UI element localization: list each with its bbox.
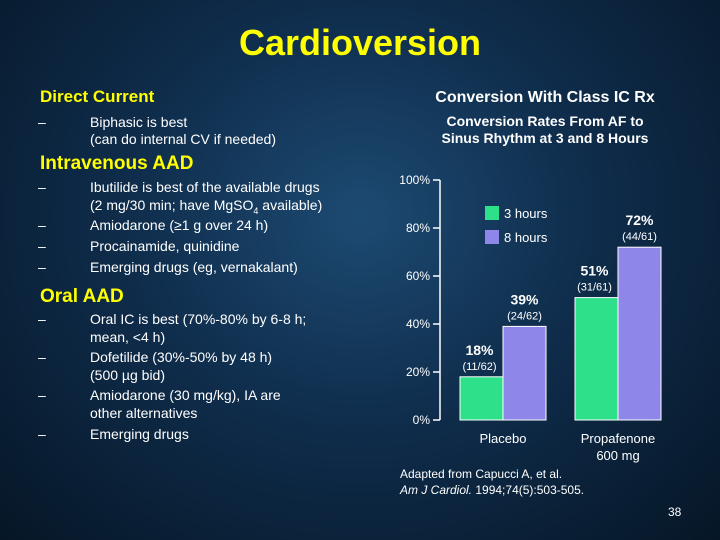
bar-3h <box>459 376 504 421</box>
bar-8h <box>502 325 547 421</box>
intravenous-item1-line2: (2 mg/30 min; have MgSO4 available) <box>90 196 322 220</box>
intravenous-item1-line1: Ibutilide is best of the available drugs <box>90 179 320 195</box>
citation-journal: Am J Cardiol. <box>400 483 473 497</box>
dash-icon: – <box>38 311 46 327</box>
page-number: 38 <box>668 505 682 519</box>
intravenous-item2-text: Amiodarone (≥1 g over 24 h) <box>90 217 269 233</box>
legend-swatch <box>485 230 499 244</box>
y-tick-label: 20% <box>406 365 430 379</box>
intravenous-item3: – Procainamide, quinidine <box>38 237 240 255</box>
y-tick-label: 100% <box>399 173 430 187</box>
oral-item2-line1: Dofetilide (30%-50% by 48 h) <box>90 349 273 365</box>
x-category-label: Placebo <box>480 431 527 446</box>
bar-value-label: 72% <box>625 212 654 228</box>
intravenous-item2: – Amiodarone (≥1 g over 24 h) <box>38 216 269 234</box>
intravenous-item4: – Emerging drugs (eg, vernakalant) <box>38 258 298 276</box>
bar-value-label: 18% <box>465 342 494 358</box>
oral-item1: – Oral IC is best (70%-80% by 6-8 h; <box>38 310 307 328</box>
chart-subtitle-line1: Conversion Rates From AF to <box>446 113 644 129</box>
mg-so: SO <box>233 197 254 213</box>
bar-count-label: (11/62) <box>462 361 496 373</box>
direct-current-line2: (can do internal CV if needed) <box>90 131 276 147</box>
oral-item4-text: Emerging drugs <box>90 426 189 442</box>
citation-line1: Adapted from Capucci A, et al. <box>400 467 563 481</box>
x-category-label-line2: 600 mg <box>596 448 639 463</box>
legend-swatch <box>485 206 499 220</box>
chart-heading: Conversion With Class IC Rx <box>435 89 655 106</box>
y-tick-label: 60% <box>406 269 430 283</box>
bar-count-label: (44/61) <box>622 231 657 243</box>
bar-count-label: (24/62) <box>507 310 542 322</box>
dash-icon: – <box>38 217 46 233</box>
direct-current-line1: – Biphasic is best <box>38 113 188 131</box>
mg-post: available) <box>258 197 323 213</box>
citation-details: 1994;74(5):503-505. <box>472 483 585 497</box>
citation: Adapted from Capucci A, et al. Am J Card… <box>400 466 584 498</box>
intravenous-item4-text: Emerging drugs (eg, vernakalant) <box>90 259 298 275</box>
intravenous-heading: Intravenous AAD <box>40 153 194 174</box>
bar-8h <box>617 246 662 421</box>
legend-label: 8 hours <box>504 230 548 245</box>
legend-label: 3 hours <box>504 206 548 221</box>
mg-sub: 4 <box>253 205 259 216</box>
dash-icon: – <box>38 179 46 195</box>
citation-line2: Am J Cardiol. 1994;74(5):503-505. <box>400 482 584 498</box>
intravenous-item3-text: Procainamide, quinidine <box>90 238 240 254</box>
chart-subtitle: Conversion Rates From AF to Sinus Rhythm… <box>400 113 690 147</box>
dash-icon: – <box>38 426 46 442</box>
bar-count-label: (31/61) <box>577 282 612 294</box>
bar-value-label: 39% <box>510 291 539 307</box>
chart-subtitle-line2: Sinus Rhythm at 3 and 8 Hours <box>441 130 649 146</box>
y-tick-label: 0% <box>413 413 431 427</box>
direct-current-heading: Direct Current <box>40 87 155 106</box>
intravenous-item1: – Ibutilide is best of the available drug… <box>38 178 320 196</box>
oral-item3-line1: Amiodarone (30 mg/kg), IA are <box>90 387 281 403</box>
oral-item3: – Amiodarone (30 mg/kg), IA are <box>38 386 281 404</box>
oral-item1-line2: mean, <4 h) <box>90 329 166 345</box>
direct-current-text1: Biphasic is best <box>90 114 188 130</box>
oral-item2-line2: (500 µg bid) <box>90 367 165 383</box>
dash-icon: – <box>38 387 46 403</box>
bar-3h <box>574 297 619 421</box>
mg-pre: (2 mg/30 min; have Mg <box>90 197 234 213</box>
bar-value-label: 51% <box>580 263 609 279</box>
dash-icon: – <box>38 238 46 254</box>
oral-heading: Oral AAD <box>40 286 124 307</box>
dash-icon: – <box>38 114 46 130</box>
y-tick-label: 80% <box>406 221 430 235</box>
x-category-label: Propafenone <box>581 431 655 446</box>
oral-item1-line1: Oral IC is best (70%-80% by 6-8 h; <box>90 311 307 327</box>
dash-icon: – <box>38 259 46 275</box>
y-tick-label: 40% <box>406 317 430 331</box>
dash-icon: – <box>38 349 46 365</box>
oral-item2: – Dofetilide (30%-50% by 48 h) <box>38 348 273 366</box>
slide-title: Cardioversion <box>238 22 482 63</box>
oral-item3-line2: other alternatives <box>90 405 198 421</box>
oral-item4: – Emerging drugs <box>38 425 189 443</box>
